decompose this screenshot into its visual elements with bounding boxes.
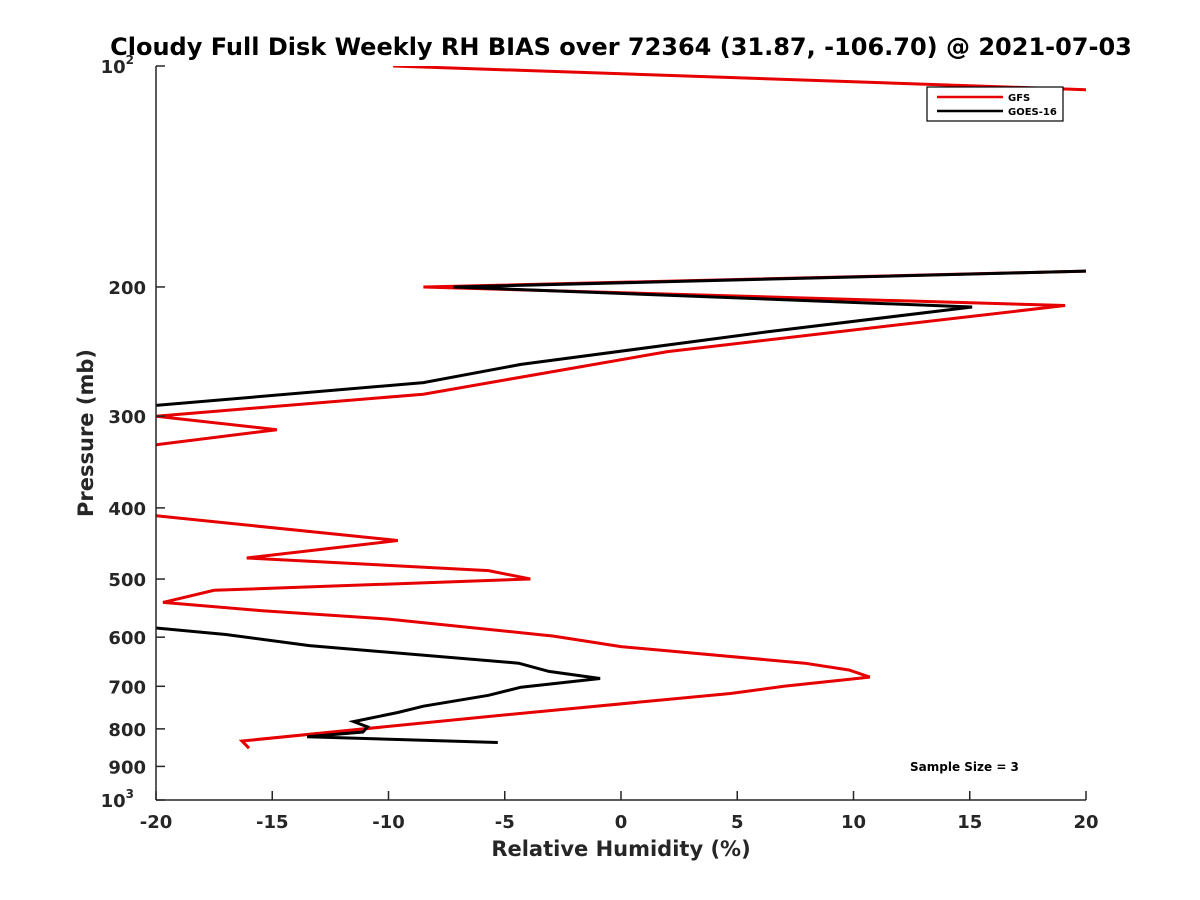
y-axis-label: Pressure (mb) (74, 349, 98, 517)
y-tick-exponent: 3 (126, 787, 134, 801)
y-tick-label: 700 (108, 677, 146, 698)
y-tick-label: 102 (101, 53, 134, 78)
series-line-segment (156, 269, 1086, 407)
legend: GFS GOES-16 (926, 86, 1064, 122)
x-tick-label: 0 (615, 812, 628, 833)
series-gfs (156, 66, 1086, 750)
y-tick-base: 10 (101, 57, 126, 78)
series-goes16 (156, 269, 1086, 744)
y-tick-base: 10 (101, 791, 126, 812)
chart-title: Cloudy Full Disk Weekly RH BIAS over 723… (110, 33, 1132, 61)
x-tick-label: -15 (256, 812, 289, 833)
y-tick-label: 900 (108, 757, 146, 778)
x-tick-label: 20 (1073, 812, 1098, 833)
y-tick-label: 300 (108, 407, 146, 428)
series-line-segment (156, 269, 1086, 447)
series-line-segment (156, 514, 871, 750)
y-tick-label: 400 (108, 499, 146, 520)
legend-label-goes16: GOES-16 (1008, 107, 1057, 118)
series-line-segment (156, 626, 601, 744)
x-tick-label: 10 (841, 812, 866, 833)
y-tick-label: 500 (108, 570, 146, 591)
y-tick-label: 600 (108, 628, 146, 649)
x-tick-label: 15 (957, 812, 982, 833)
y-tick-label: 200 (108, 278, 146, 299)
legend-label-gfs: GFS (1008, 93, 1030, 104)
x-tick-label: 5 (731, 812, 744, 833)
x-tick-label: -5 (495, 812, 515, 833)
y-tick-label: 103 (101, 787, 134, 812)
x-tick-label: -20 (140, 812, 173, 833)
legend-box (926, 86, 1064, 122)
y-tick-label: 800 (108, 720, 146, 741)
y-tick-exponent: 2 (126, 53, 134, 67)
sample-size-annotation: Sample Size = 3 (910, 760, 1019, 774)
x-tick-label: -10 (372, 812, 405, 833)
x-axis-label: Relative Humidity (%) (491, 837, 750, 861)
